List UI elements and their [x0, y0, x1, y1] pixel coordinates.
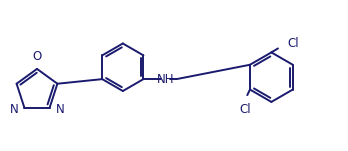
Text: O: O [32, 50, 42, 63]
Text: Cl: Cl [287, 37, 299, 50]
Text: NH: NH [157, 73, 175, 86]
Text: N: N [56, 103, 64, 116]
Text: N: N [10, 103, 18, 116]
Text: Cl: Cl [239, 103, 251, 116]
